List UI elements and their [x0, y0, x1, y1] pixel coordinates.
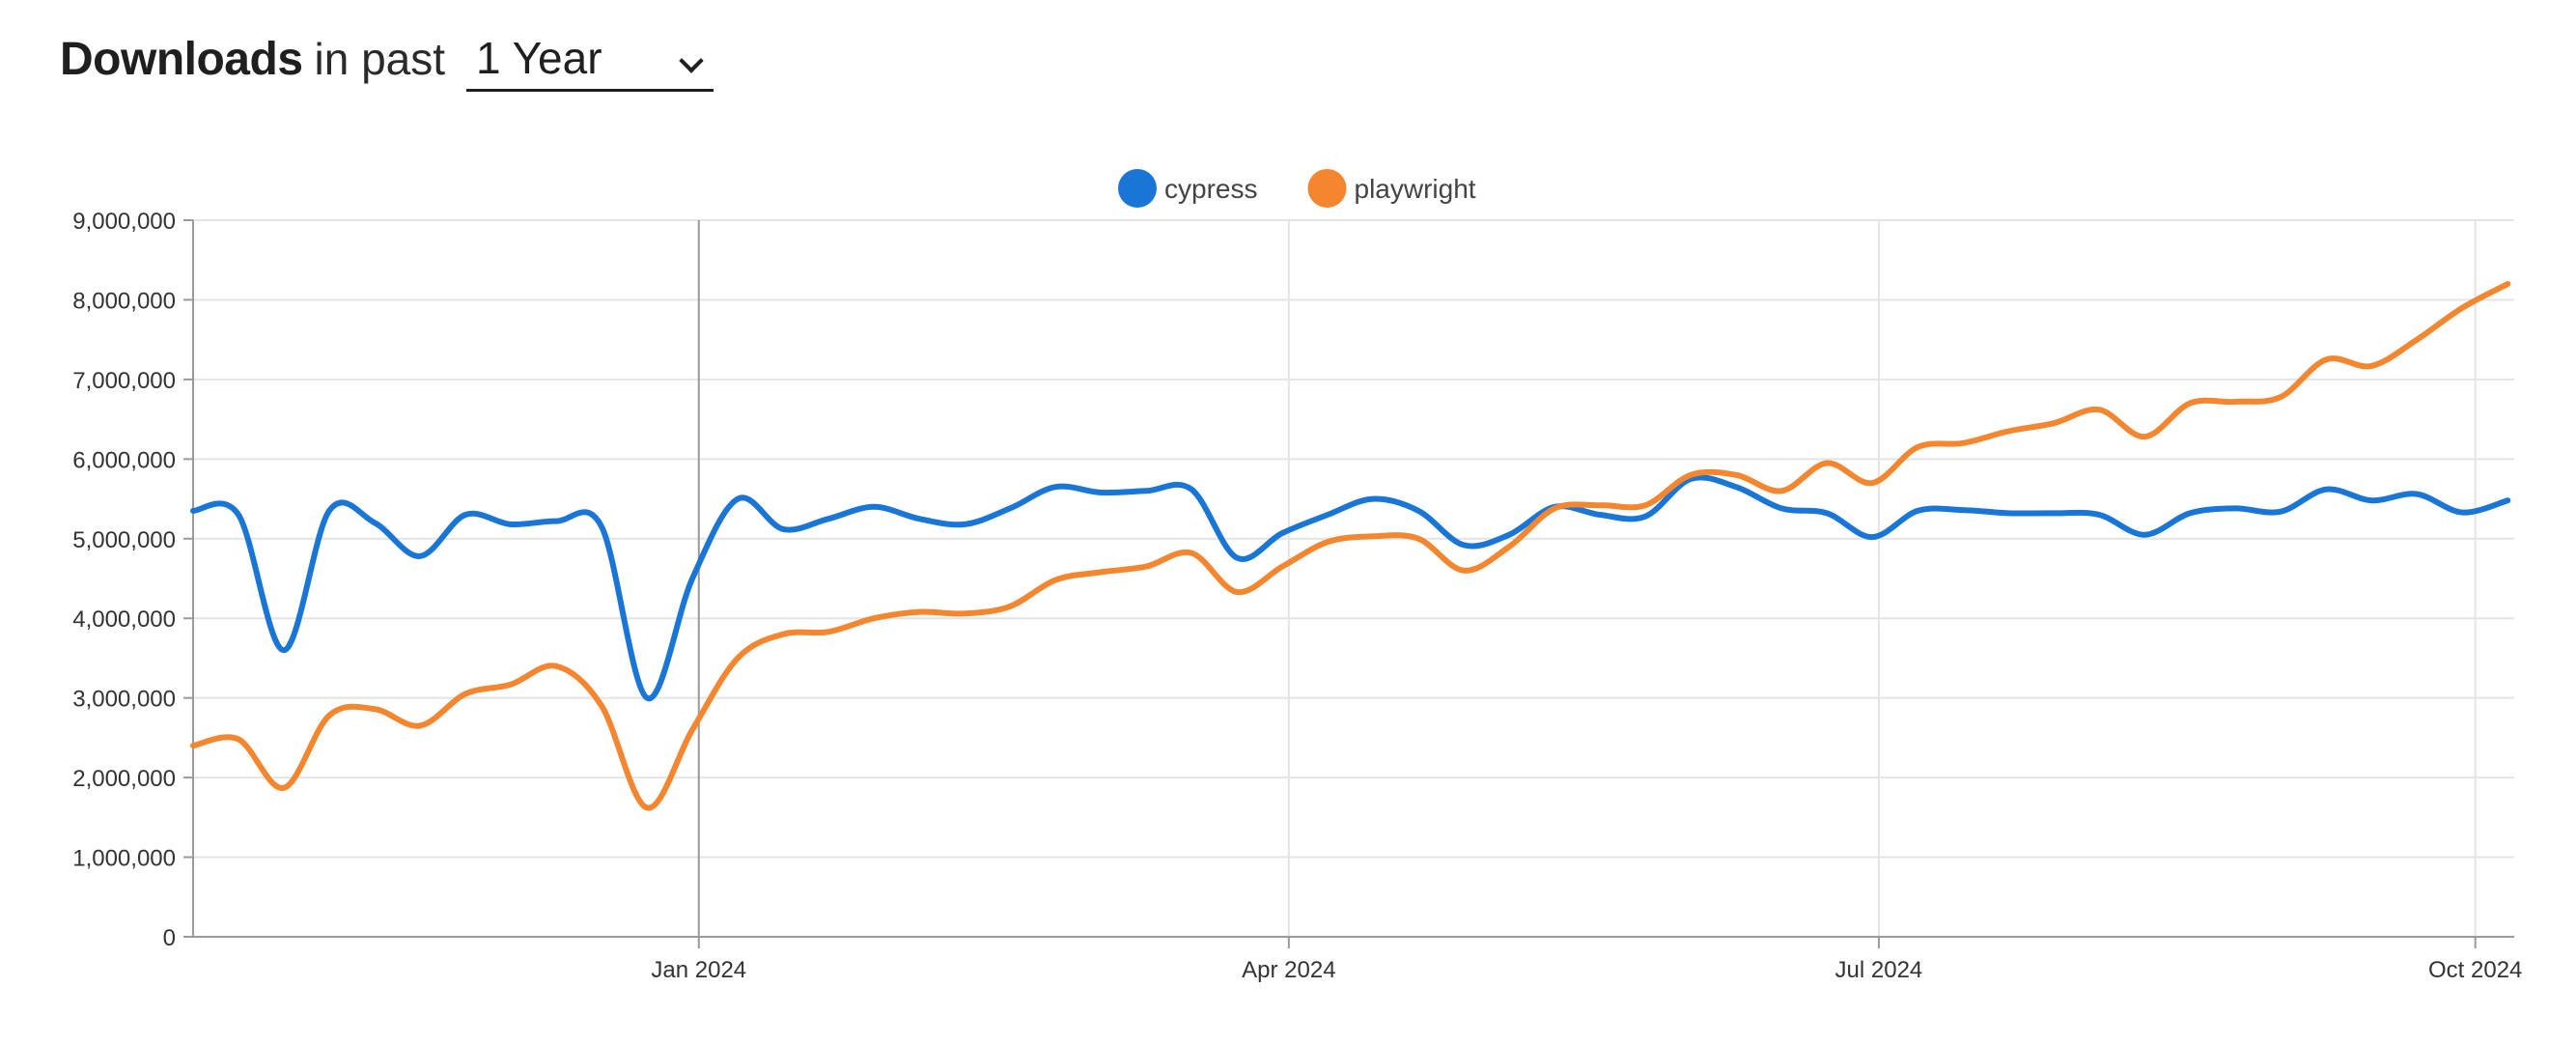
x-tick-label: Apr 2024: [1242, 957, 1335, 983]
chart-legend: cypress playwright: [1118, 169, 1476, 208]
x-tick-label: Jul 2024: [1835, 957, 1923, 983]
chart-grid: [193, 220, 2514, 937]
legend-marker-cypress: [1118, 169, 1157, 208]
y-tick-label: 8,000,000: [72, 288, 176, 314]
y-tick-label: 1,000,000: [72, 846, 176, 872]
y-tick-label: 9,000,000: [72, 209, 176, 235]
y-tick-label: 5,000,000: [72, 527, 176, 553]
chart-axes: 0 1,000,000 2,000,000 3,000,000 4,000,000 5,0…: [72, 209, 2522, 983]
y-tick-label: 6,000,000: [72, 447, 176, 473]
x-tick-label: Oct 2024: [2428, 957, 2522, 983]
y-tick-label: 4,000,000: [72, 607, 176, 633]
y-tick-label: 7,000,000: [72, 368, 176, 394]
legend-label-cypress: cypress: [1164, 174, 1257, 204]
legend-label-playwright: playwright: [1355, 174, 1476, 204]
x-tick-label: Jan 2024: [651, 957, 746, 983]
y-tick-label: 3,000,000: [72, 687, 176, 713]
legend-item-cypress[interactable]: cypress: [1118, 169, 1257, 208]
legend-item-playwright[interactable]: playwright: [1308, 169, 1476, 208]
legend-marker-playwright: [1308, 169, 1347, 208]
y-tick-label: 0: [163, 925, 176, 951]
chart-series: [193, 284, 2507, 808]
series-line-cypress: [193, 477, 2507, 698]
series-line-playwright: [193, 284, 2507, 808]
y-tick-label: 2,000,000: [72, 766, 176, 792]
